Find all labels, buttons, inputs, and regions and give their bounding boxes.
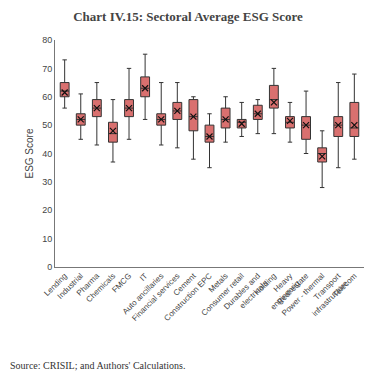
svg-text:Chemicals: Chemicals <box>84 271 117 304</box>
svg-text:Pharma: Pharma <box>75 271 102 298</box>
svg-text:0: 0 <box>47 262 52 272</box>
svg-text:Construction EPC: Construction EPC <box>162 271 213 322</box>
svg-text:Holding: Holding <box>253 271 279 297</box>
svg-text:Financial services: Financial services <box>130 271 181 322</box>
svg-text:Power - thermal: Power - thermal <box>280 271 326 317</box>
svg-text:Heavyengineerig: Heavyengineerig <box>261 271 301 311</box>
svg-text:20: 20 <box>42 205 52 215</box>
svg-text:Cement: Cement <box>171 271 198 298</box>
svg-text:Consumer retail: Consumer retail <box>200 271 246 317</box>
svg-text:60: 60 <box>42 92 52 102</box>
svg-text:Metals: Metals <box>207 271 230 294</box>
svg-text:40: 40 <box>42 149 52 159</box>
svg-text:Chart IV.15: Sectoral Average: Chart IV.15: Sectoral Average ESG Score <box>73 9 303 24</box>
svg-text:Durables andelectricals: Durables andelectricals <box>222 271 269 318</box>
svg-text:IT: IT <box>138 271 149 282</box>
svg-text:Source: CRISIL; and Authors' C: Source: CRISIL; and Authors' Calculation… <box>10 360 185 371</box>
svg-text:Real estate: Real estate <box>275 271 310 306</box>
svg-text:10: 10 <box>42 234 52 244</box>
svg-text:Transportinfrastructure: Transportinfrastructure <box>303 271 350 318</box>
svg-text:ESG Score: ESG Score <box>24 128 35 178</box>
svg-text:30: 30 <box>42 177 52 187</box>
svg-text:Industrial: Industrial <box>56 271 85 300</box>
svg-text:Auto ancillaries: Auto ancillaries <box>121 271 166 316</box>
svg-text:80: 80 <box>42 35 52 45</box>
svg-text:70: 70 <box>42 64 52 74</box>
svg-text:Lending: Lending <box>42 271 69 298</box>
svg-text:FMCG: FMCG <box>110 271 133 294</box>
svg-text:50: 50 <box>42 120 52 130</box>
svg-text:Telecom: Telecom <box>331 271 359 299</box>
